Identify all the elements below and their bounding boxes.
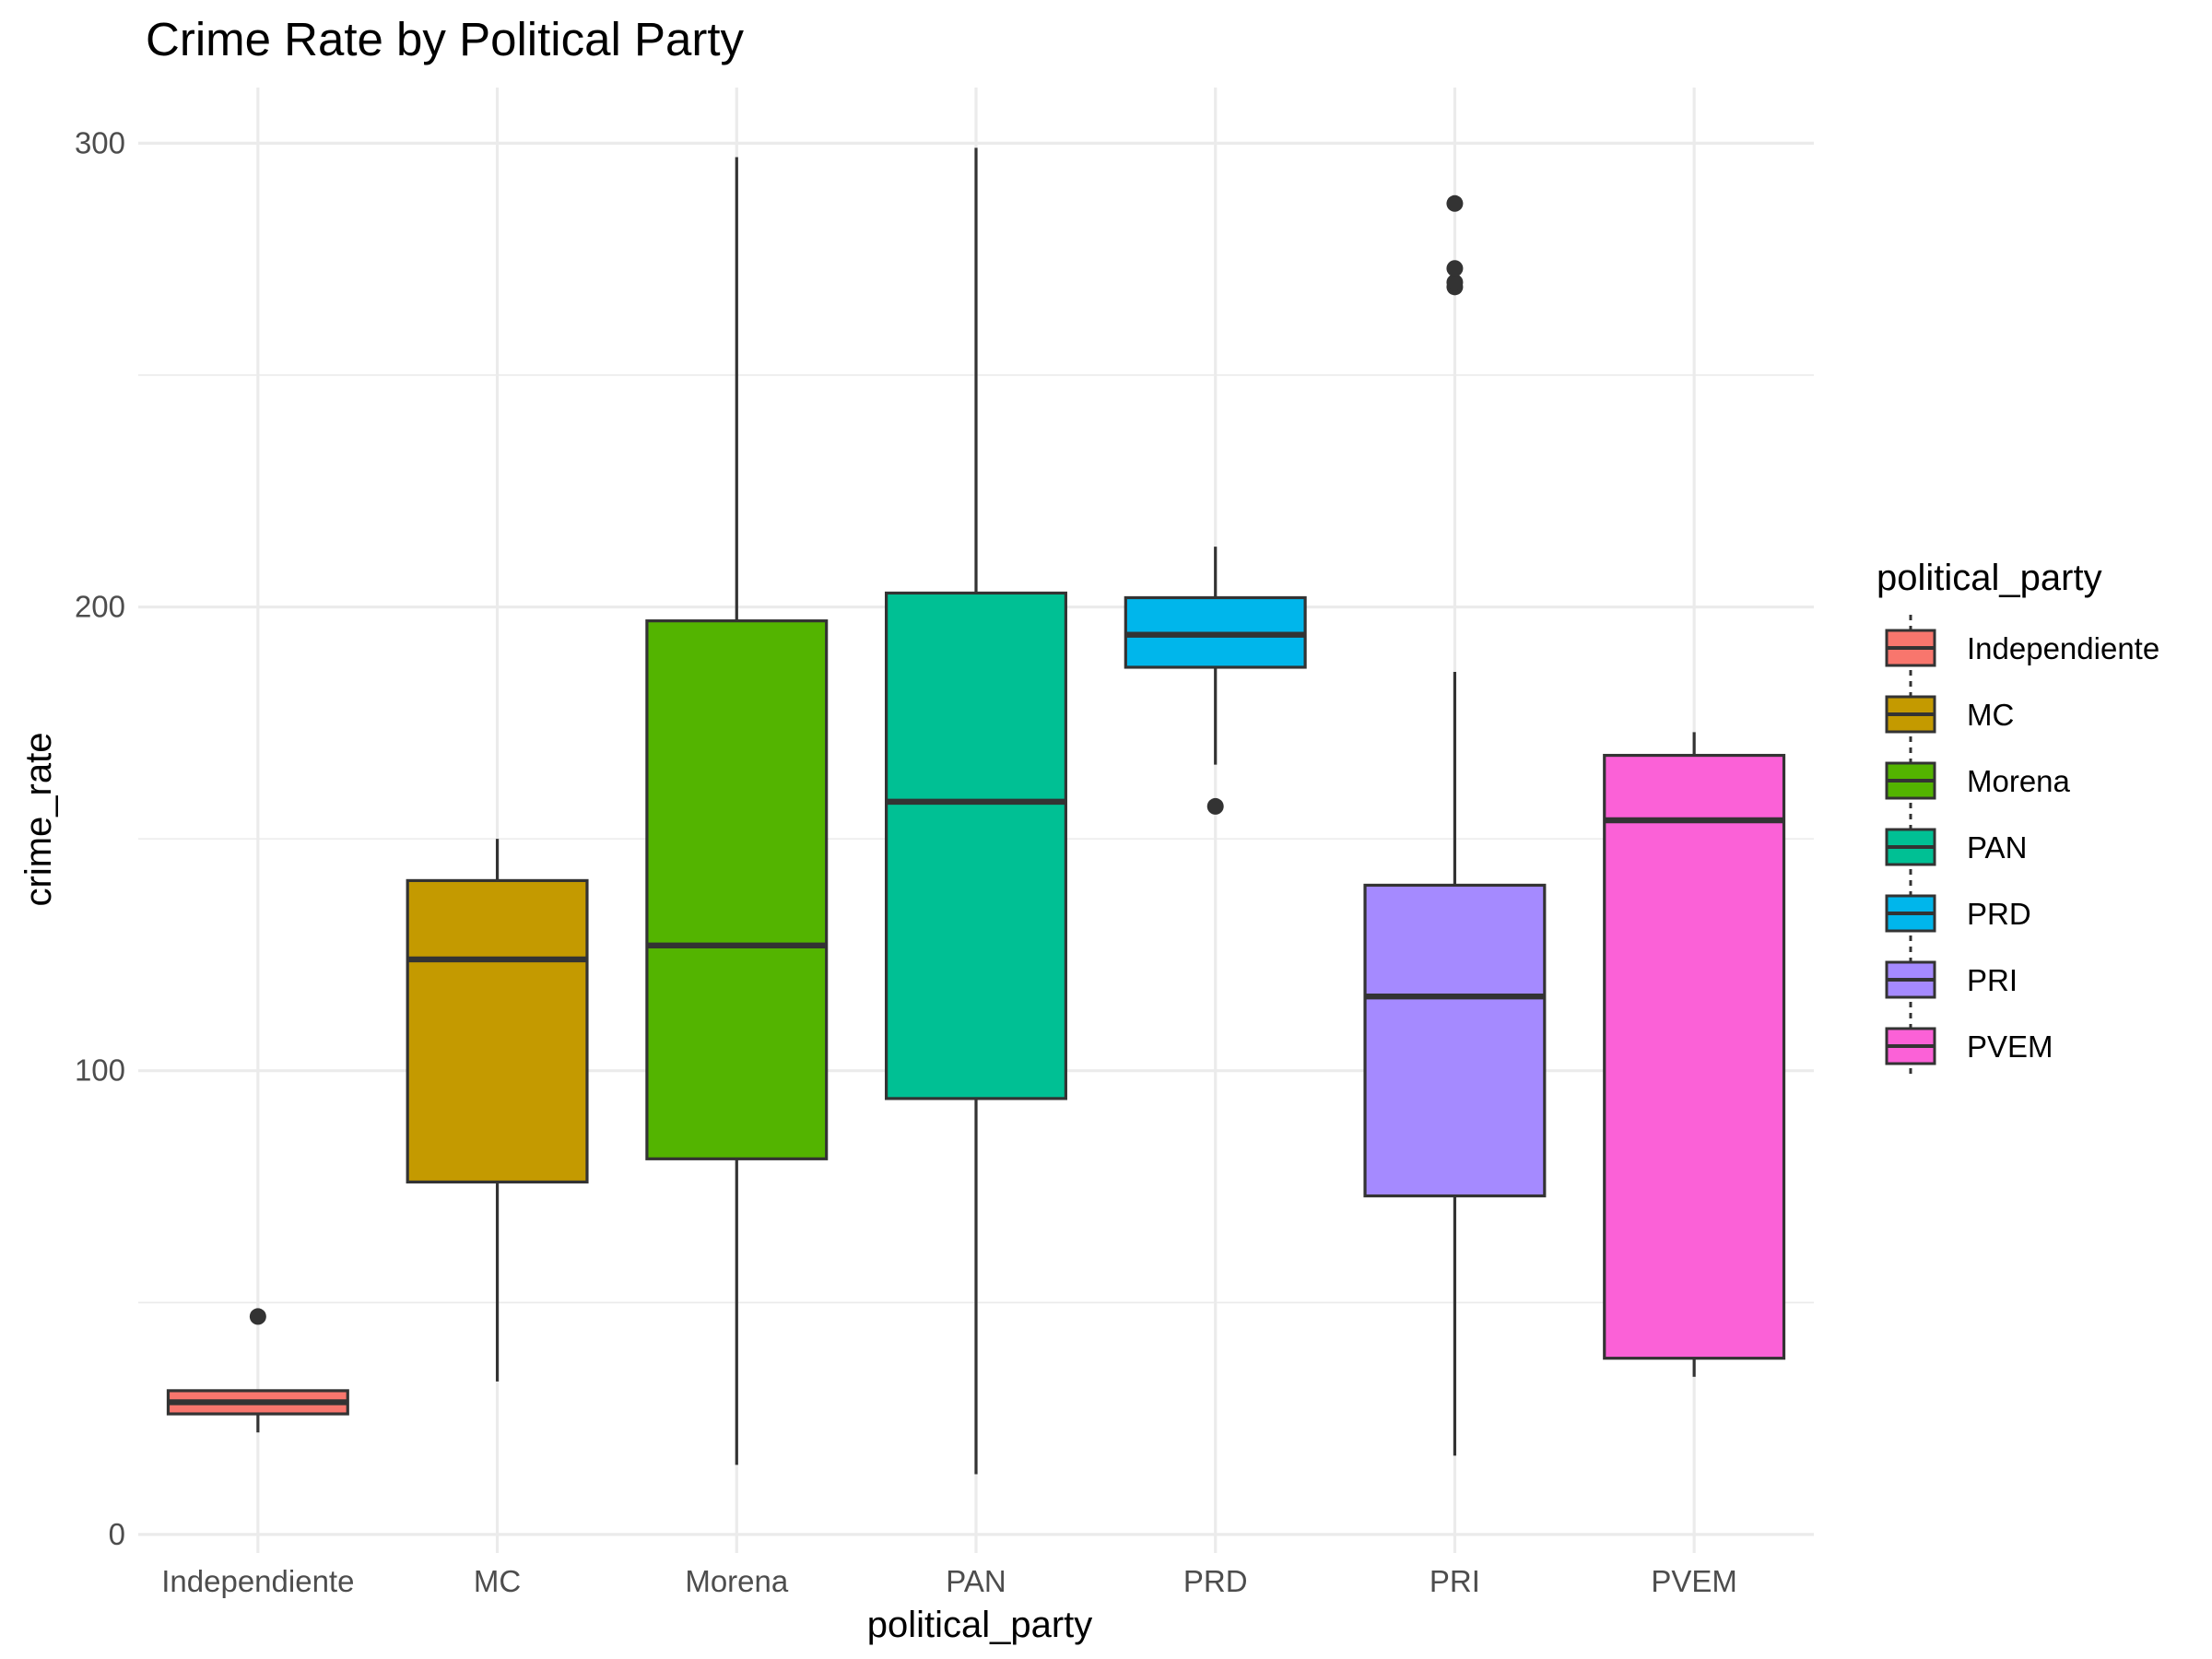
legend-item-mc: MC xyxy=(1885,681,2014,747)
legend-item-prd: PRD xyxy=(1885,880,2031,947)
x-tick-label: PRD xyxy=(1183,1564,1248,1598)
outlier-point xyxy=(249,1308,266,1325)
legend-label: Morena xyxy=(1967,764,2071,798)
outlier-point xyxy=(1446,194,1464,212)
box-body xyxy=(885,591,1067,1100)
x-tick-label: Independiente xyxy=(161,1564,354,1598)
legend-item-pan: PAN xyxy=(1885,814,2027,880)
y-tick-label: 100 xyxy=(75,1053,125,1088)
x-axis-ticks: Independiente MC Morena PAN PRD PRI PVEM xyxy=(161,1564,1737,1598)
legend-label: Independiente xyxy=(1967,631,2159,665)
outlier-point xyxy=(1446,274,1464,291)
box-mc xyxy=(406,839,589,1382)
box-pan xyxy=(885,147,1067,1475)
legend-item-pri: PRI xyxy=(1885,947,2018,1013)
legend-label: PRD xyxy=(1967,897,2031,931)
box-prd xyxy=(1124,547,1307,815)
legend-item-pvem: PVEM xyxy=(1885,1013,2053,1079)
x-tick-label: PAN xyxy=(946,1564,1006,1598)
x-tick-label: PRI xyxy=(1430,1564,1480,1598)
legend-item-independiente: Independiente xyxy=(1885,615,2159,681)
x-tick-label: Morena xyxy=(685,1564,789,1598)
box-body xyxy=(1363,883,1547,1198)
box-independiente xyxy=(166,1308,349,1433)
x-tick-label: PVEM xyxy=(1651,1564,1737,1598)
y-tick-label: 0 xyxy=(109,1517,125,1551)
box-body xyxy=(645,619,829,1160)
outlier-point xyxy=(1206,797,1224,815)
box-morena xyxy=(645,157,829,1465)
outlier-point xyxy=(1446,260,1464,277)
x-axis-title: political_party xyxy=(867,1605,1093,1645)
y-axis-ticks: 0 100 200 300 xyxy=(75,125,125,1550)
legend-label: PRI xyxy=(1967,963,2018,997)
legend: political_party Independiente MC Morena PAN… xyxy=(1877,558,2159,1079)
y-axis-title: crime_rate xyxy=(18,733,59,907)
legend-label: PVEM xyxy=(1967,1030,2053,1064)
y-tick-label: 200 xyxy=(75,590,125,624)
chart-title: Crime Rate by Political Party xyxy=(146,13,745,65)
legend-label: PAN xyxy=(1967,830,2027,865)
box-pri xyxy=(1363,194,1547,1456)
box-body xyxy=(406,878,589,1184)
x-tick-label: MC xyxy=(474,1564,521,1598)
box-pvem xyxy=(1603,732,1786,1377)
legend-item-morena: Morena xyxy=(1885,747,2071,814)
box-body xyxy=(1603,753,1786,1360)
legend-label: MC xyxy=(1967,698,2014,732)
y-tick-label: 300 xyxy=(75,125,125,159)
boxes xyxy=(166,147,1786,1475)
legend-title: political_party xyxy=(1877,558,2102,598)
